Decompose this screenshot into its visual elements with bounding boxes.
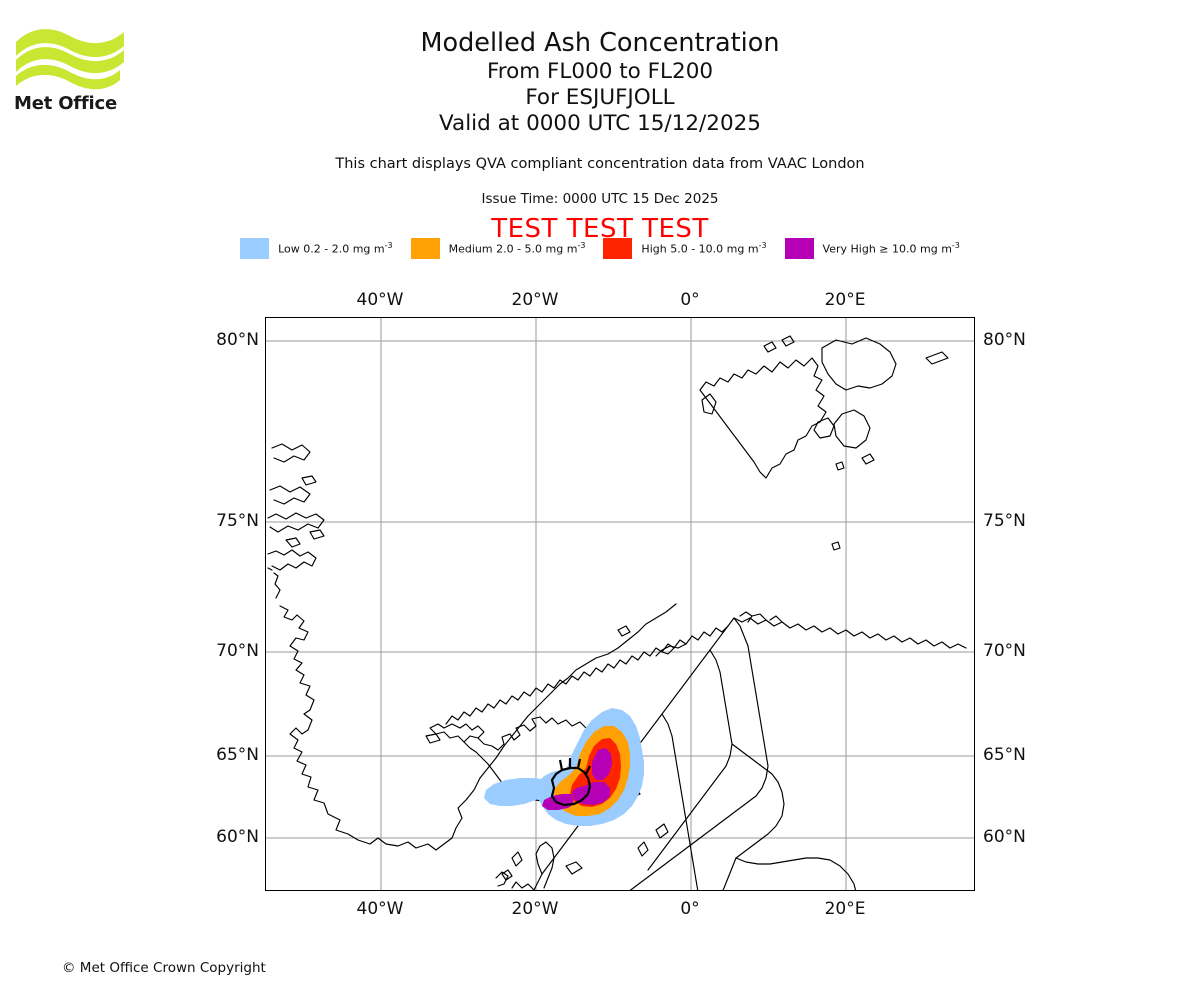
lon-label-top-20e: 20°E — [824, 290, 866, 310]
lat-label-right-70n: 70°N — [983, 641, 1026, 661]
coastline-islet-se — [835, 461, 845, 471]
lat-label-right-60n: 60°N — [983, 827, 1026, 847]
coastline-kvitoya — [925, 351, 949, 365]
vatnajokull-ice-cap — [550, 758, 592, 807]
coastline-svalbard-barentsoya — [813, 417, 835, 439]
coastline-greenland-inlet-a — [267, 512, 325, 533]
legend-item-high: High 5.0 - 10.0 mg m-3 — [603, 238, 767, 259]
coastline-svalbard-nordaustlandet — [821, 337, 897, 391]
legend-label-high: High 5.0 - 10.0 mg m-3 — [641, 241, 767, 256]
lon-label-bottom-20w: 20°W — [511, 899, 559, 919]
coastline-greenland — [267, 567, 677, 851]
coastline-lofoten — [655, 643, 687, 657]
map-container: 40°W 20°W 0° 20°E 40°W 20°W 0° 20°E 80°N… — [216, 290, 1026, 919]
lat-label-left-70n: 70°N — [216, 641, 259, 661]
legend-item-low: Low 0.2 - 2.0 mg m-3 — [240, 238, 393, 259]
legend-swatch-very-high — [784, 238, 814, 259]
lon-label-bottom-20e: 20°E — [824, 899, 866, 919]
coastline-orkney — [501, 869, 513, 881]
lat-label-left-65n: 65°N — [216, 745, 259, 765]
coastline-iceland-westfjords — [429, 723, 485, 743]
lat-label-left-80n: 80°N — [216, 330, 259, 350]
coastline-svalbard-spitsbergen — [699, 357, 827, 479]
issue-time: Issue Time: 0000 UTC 15 Dec 2025 — [481, 191, 719, 207]
coastline-bear-island — [831, 541, 841, 551]
lat-label-right-65n: 65°N — [983, 745, 1026, 765]
coastline-baltic-states — [722, 857, 737, 890]
met-office-logo: Met Office — [12, 20, 132, 115]
coastline-greenland-islet-2 — [309, 529, 325, 540]
coastline-greenland-islet-1 — [285, 537, 301, 548]
coastline-greenland-islet-3 — [301, 475, 317, 486]
lon-label-top-40w: 40°W — [356, 290, 404, 310]
coastline-norway-fjords — [445, 625, 729, 725]
lat-label-right-80n: 80°N — [983, 330, 1026, 350]
met-office-wave-mark — [16, 29, 124, 90]
page-title: Modelled Ash Concentration — [420, 28, 780, 58]
coastline-svalbard-islet-2 — [781, 335, 795, 347]
copyright-notice: © Met Office Crown Copyright — [62, 960, 266, 976]
coastline-greenland-inlet-b — [269, 485, 311, 505]
ash-plume-contours — [484, 708, 644, 826]
ash-contour-very-high-upper — [592, 748, 612, 780]
coastline-scotland — [495, 871, 535, 890]
legend-label-very-high: Very High ≥ 10.0 mg m-3 — [822, 241, 960, 256]
legend-item-medium: Medium 2.0 - 5.0 mg m-3 — [410, 238, 586, 259]
coastline-greenland-fjords — [267, 549, 317, 571]
coastline-gotland — [655, 823, 669, 839]
ash-contour-low-tail — [484, 778, 548, 806]
coastline-north-norway-islands — [739, 611, 783, 623]
coastline-svalbard-edgeoya — [833, 409, 871, 449]
coastline-svalbard-prins-karls — [701, 393, 717, 415]
legend-swatch-high — [603, 238, 633, 259]
legend-item-very-high: Very High ≥ 10.0 mg m-3 — [784, 238, 960, 259]
valid-time: Valid at 0000 UTC 15/12/2025 — [438, 111, 761, 136]
coastline-svalbard-islet-1 — [763, 341, 777, 353]
test-banner: TEST TEST TEST — [491, 214, 709, 244]
legend-swatch-low — [240, 238, 270, 259]
met-office-logo-text: Met Office — [14, 93, 118, 114]
coastline-denmark-jutland — [535, 841, 555, 889]
flight-level-range: From FL000 to FL200 — [486, 59, 714, 84]
lat-label-right-75n: 75°N — [983, 511, 1026, 531]
coastline-iceland-nw-islet — [425, 733, 441, 744]
map-canvas — [266, 318, 974, 890]
lon-label-bottom-0: 0° — [680, 899, 700, 919]
legend-label-low: Low 0.2 - 2.0 mg m-3 — [278, 241, 393, 256]
coastline-bothnia-east — [647, 649, 733, 871]
lat-label-left-75n: 75°N — [216, 511, 259, 531]
lon-label-top-0: 0° — [680, 290, 700, 310]
coastline-bothnia-west — [661, 713, 699, 890]
coastline-finland-lakes — [731, 743, 785, 859]
coastline-greenland-north — [271, 443, 311, 463]
map-frame — [265, 317, 975, 891]
coastline-denmark-islands — [565, 861, 583, 875]
coastline-hopen — [861, 453, 875, 465]
lon-label-top-20w: 20°W — [511, 290, 559, 310]
coastline-jan-mayen — [617, 625, 631, 637]
concentration-legend: Low 0.2 - 2.0 mg m-3 Medium 2.0 - 5.0 mg… — [0, 238, 1200, 259]
legend-label-medium: Medium 2.0 - 5.0 mg m-3 — [448, 241, 586, 256]
coastline-shetland — [511, 851, 523, 867]
coastlines — [267, 335, 967, 890]
coastline-sweden-finland — [629, 617, 769, 890]
lat-label-left-60n: 60°N — [216, 827, 259, 847]
lon-label-bottom-40w: 40°W — [356, 899, 404, 919]
title-block: Modelled Ash Concentration From FL000 to… — [0, 28, 1200, 137]
volcano-name: For ESJUFJOLL — [525, 85, 675, 110]
legend-swatch-medium — [410, 238, 440, 259]
coastline-gulf-of-finland — [735, 857, 857, 890]
coastline-oland — [637, 841, 649, 857]
chart-note: This chart displays QVA compliant concen… — [335, 156, 865, 172]
